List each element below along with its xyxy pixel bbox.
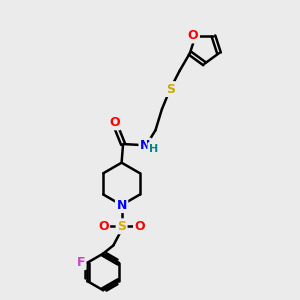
Text: O: O [109,116,120,129]
Text: F: F [76,256,85,269]
Text: N: N [116,199,127,212]
Text: O: O [98,220,109,233]
Text: S: S [166,82,175,96]
Text: H: H [149,143,158,154]
Text: N: N [140,139,150,152]
Text: O: O [188,29,198,42]
Text: O: O [134,220,145,233]
Text: S: S [117,220,126,233]
